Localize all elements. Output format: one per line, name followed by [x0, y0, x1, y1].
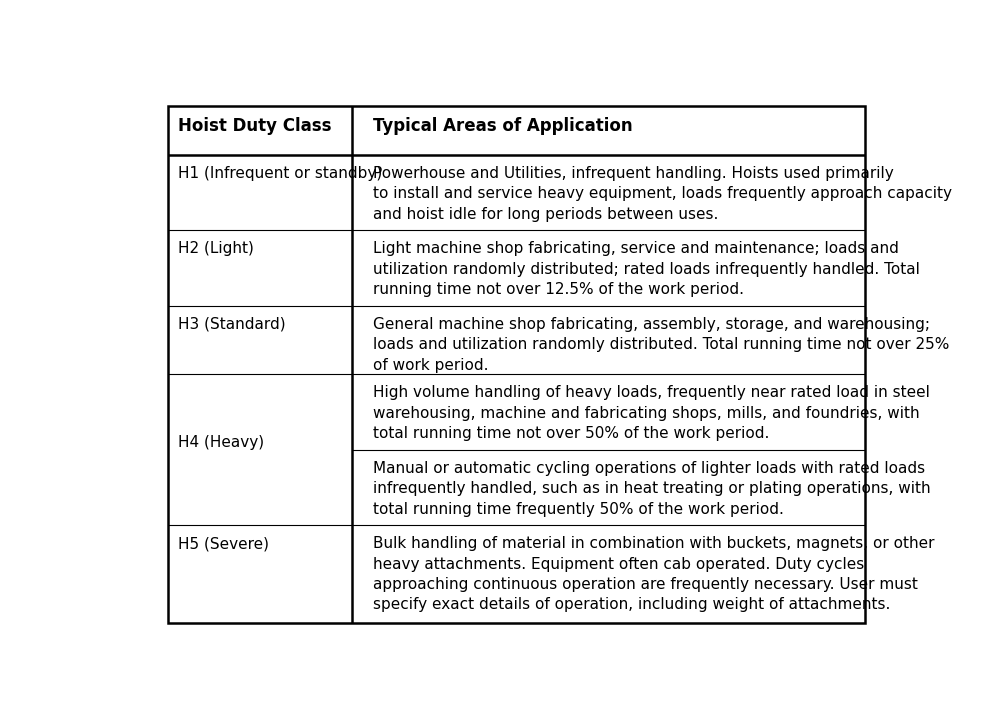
Text: Manual or automatic cycling operations of lighter loads with rated loads
infrequ: Manual or automatic cycling operations o…: [373, 461, 930, 516]
Text: Typical Areas of Application: Typical Areas of Application: [373, 117, 632, 135]
Text: Bulk handling of material in combination with buckets, magnets, or other
heavy a: Bulk handling of material in combination…: [373, 536, 934, 612]
Text: H2 (Light): H2 (Light): [178, 241, 254, 256]
Text: H4 (Heavy): H4 (Heavy): [178, 435, 264, 451]
Text: H3 (Standard): H3 (Standard): [178, 317, 285, 332]
Bar: [168, 106, 865, 623]
Text: Light machine shop fabricating, service and maintenance; loads and
utilization r: Light machine shop fabricating, service …: [373, 241, 919, 297]
Text: H1 (Infrequent or standby): H1 (Infrequent or standby): [178, 166, 382, 181]
Text: H5 (Severe): H5 (Severe): [178, 536, 269, 551]
Text: High volume handling of heavy loads, frequently near rated load in steel
warehou: High volume handling of heavy loads, fre…: [373, 386, 929, 441]
Text: Hoist Duty Class: Hoist Duty Class: [178, 117, 331, 135]
Text: Powerhouse and Utilities, infrequent handling. Hoists used primarily
to install : Powerhouse and Utilities, infrequent han…: [373, 166, 952, 222]
Text: General machine shop fabricating, assembly, storage, and warehousing;
loads and : General machine shop fabricating, assemb…: [373, 317, 949, 373]
